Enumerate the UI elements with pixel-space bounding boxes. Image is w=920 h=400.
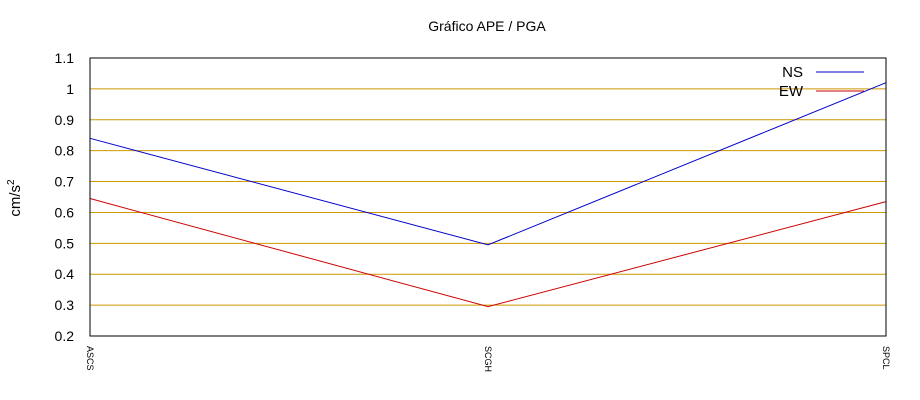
y-tick-label: 0.8 <box>55 143 75 159</box>
y-tick-label: 0.6 <box>55 204 75 220</box>
x-tick-label: SCGH <box>483 346 493 372</box>
x-tick-label: SPCL <box>881 346 891 370</box>
y-tick-label: 1.1 <box>55 50 75 66</box>
series-line-ew <box>89 198 887 308</box>
chart-title: Gráfico APE / PGA <box>428 18 546 34</box>
y-axis-label: cm/s2 <box>6 179 24 217</box>
legend-label: EW <box>779 83 804 100</box>
y-axis-label-exponent: 2 <box>6 179 17 185</box>
x-tick-label: ASCS <box>85 346 95 371</box>
y-tick-label: 0.5 <box>55 235 75 251</box>
y-axis-label-base: cm/s <box>7 185 24 217</box>
y-tick-label: 1 <box>66 81 74 97</box>
series-lines <box>89 82 887 308</box>
plot-frame <box>89 57 887 337</box>
legend: NS EW <box>779 64 864 100</box>
y-tick-label: 0.2 <box>55 328 75 344</box>
gridlines <box>90 88 886 306</box>
y-tick-label: 0.7 <box>55 174 75 190</box>
y-tick-label: 0.3 <box>55 297 75 313</box>
legend-label: NS <box>782 64 803 81</box>
y-tick-labels: 0.2 0.3 0.4 0.5 0.6 0.7 0.8 0.9 1 1.1 <box>55 50 75 344</box>
svg-text:cm/s2: cm/s2 <box>6 179 24 217</box>
y-tick-label: 0.9 <box>55 112 75 128</box>
series-line-ns <box>89 82 887 246</box>
x-tick-labels: ASCS SCGH SPCL <box>85 346 891 372</box>
y-tick-label: 0.4 <box>55 266 75 282</box>
